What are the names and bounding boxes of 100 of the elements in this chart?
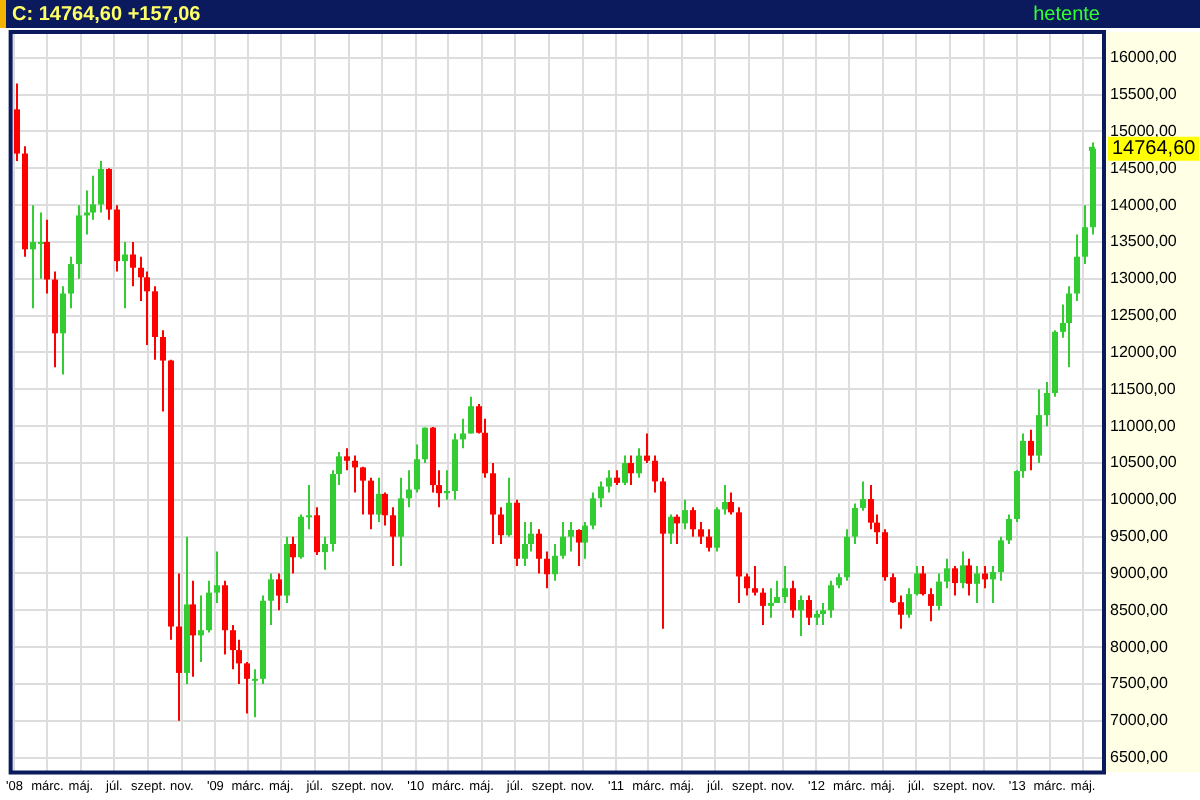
candlestick [644,432,650,464]
candlestick [298,513,304,560]
candlestick [222,579,228,656]
candlestick [38,211,44,280]
candlestick [536,528,542,575]
candlestick [352,454,358,494]
candlestick [844,528,850,582]
candlestick [422,426,428,464]
candlestick [276,572,282,612]
y-tick-label: 11500,00 [1110,379,1177,398]
candlestick [960,550,966,590]
candlestick [506,476,512,538]
y-tick-label: 7500,00 [1110,674,1169,693]
candlestick [744,572,750,597]
candlestick [782,565,788,604]
candlestick [252,668,258,719]
candlestick [706,528,712,553]
candlestick [522,520,528,568]
candlestick [122,240,128,310]
y-tick-label: 9000,00 [1110,563,1169,582]
y-tick-label: 8500,00 [1110,600,1169,619]
candlestick [390,506,396,568]
candlestick [752,565,758,597]
candlestick [998,535,1004,582]
y-tick-label: 8000,00 [1110,637,1169,656]
candlestick [990,565,996,604]
y-tick-label: 12000,00 [1110,342,1178,361]
candlestick [376,476,382,523]
candlestick [214,550,220,604]
candlestick [714,506,720,553]
candlestick [906,587,912,619]
y-tick-label: 7000,00 [1110,711,1169,730]
candlestick [628,454,634,487]
candlestick [966,557,972,597]
candlestick [152,285,158,361]
candlestick [206,579,212,634]
candlestick [414,443,420,494]
candlestick [290,535,296,575]
candlestick [552,543,558,582]
text: hetente [1033,3,1101,26]
candlestick [936,572,942,612]
candlestick [898,594,904,630]
candlestick [398,476,404,568]
candlestick [406,469,412,509]
candlestick [568,520,574,553]
candlestick [130,240,136,288]
candlestick [674,513,680,546]
y-tick-label: 14000,00 [1110,195,1178,214]
candlestick [690,506,696,538]
candlestick [760,587,766,627]
candlestick [1074,233,1080,302]
candlestick [198,594,204,663]
candlestick [176,572,182,722]
y-tick-label: 9500,00 [1110,527,1169,546]
candlestick [722,484,728,516]
candlestick [44,218,50,295]
candlestick [860,480,866,512]
candlestick [852,502,858,546]
candlestick [652,454,658,494]
candlestick [882,528,888,582]
candlestick [1006,513,1012,546]
candlestick [1028,428,1034,472]
candlestick [982,565,988,590]
y-tick-label: 13000,00 [1110,269,1178,288]
candlestick [668,513,674,546]
candlestick [68,255,74,310]
candlestick [1044,380,1050,428]
candlestick [606,469,612,494]
candlestick [444,469,450,501]
candlestick [106,167,112,221]
candlestick [952,565,958,597]
candlestick [322,535,328,571]
y-tick-label: 15500,00 [1110,85,1178,104]
y-tick-label: 11000,00 [1110,416,1177,435]
candlestick [368,476,374,531]
candlestick [382,491,388,527]
y-tick-label: 10000,00 [1110,490,1178,509]
candlestick [490,461,496,546]
candlestick [244,660,250,715]
candlestick [928,587,934,623]
candlestick [576,528,582,568]
candlestick [98,159,104,214]
annotation: 14764,60 [1112,138,1197,161]
candlestick [590,491,596,531]
y-tick-label: 16000,00 [1110,48,1178,67]
candlestick [944,557,950,590]
candlestick [582,520,588,560]
y-tick-label: 12500,00 [1110,306,1178,325]
candlestick [622,454,628,487]
y-tick-label: 6500,00 [1110,748,1169,767]
candlestick [728,491,734,516]
y-tick-label: 13500,00 [1110,232,1178,251]
candlestick [598,480,604,509]
candlestick [1082,204,1088,266]
candlestick [60,285,66,376]
candlestick [790,579,796,619]
candlestick [920,565,926,597]
candlestick [268,572,274,627]
candlestick [820,601,826,627]
candlestick [1036,388,1042,464]
